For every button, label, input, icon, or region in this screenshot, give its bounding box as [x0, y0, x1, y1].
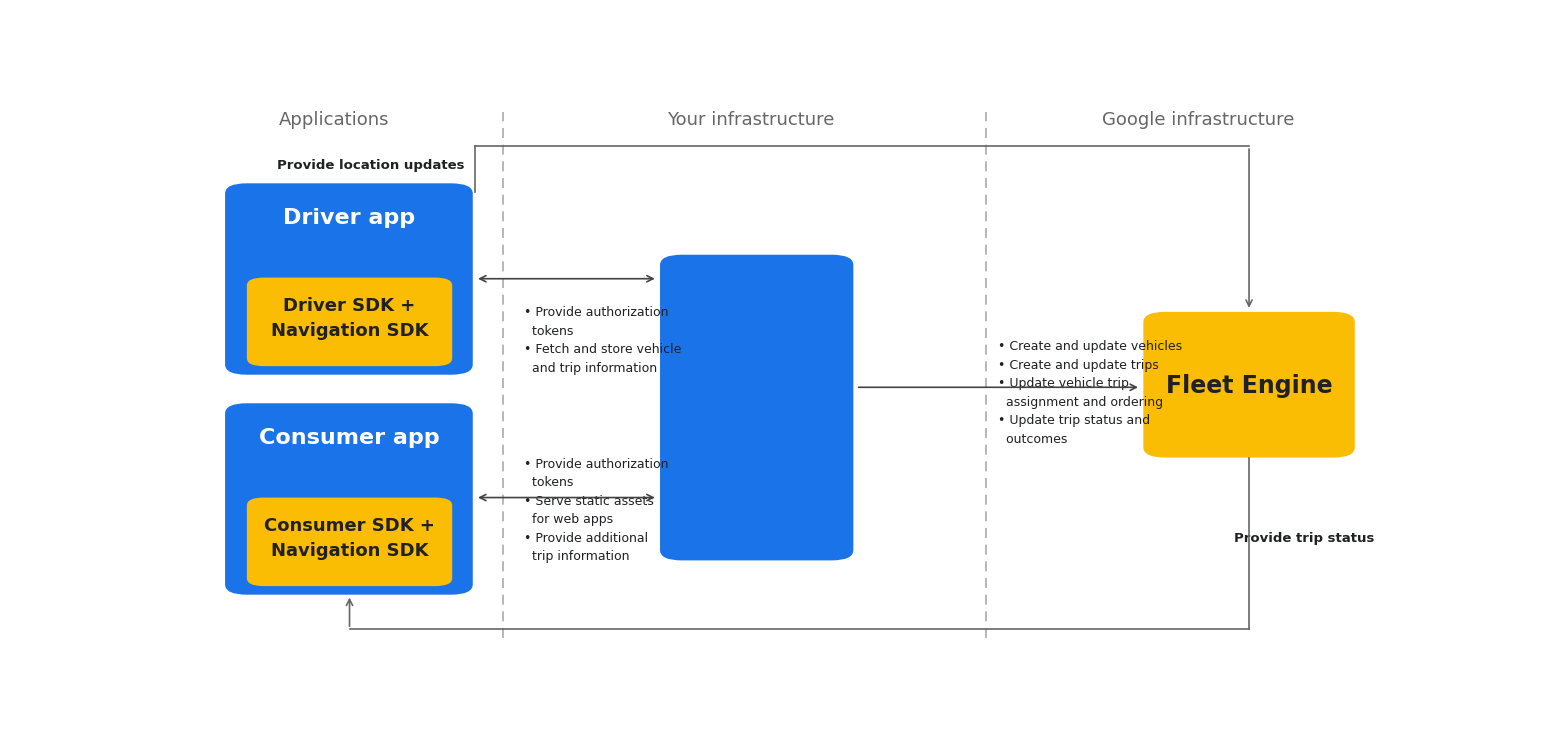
FancyBboxPatch shape — [246, 278, 452, 366]
Text: Google infrastructure: Google infrastructure — [1102, 111, 1294, 129]
Text: Provide trip status: Provide trip status — [1235, 532, 1375, 545]
Text: • Provide authorization
  tokens
• Fetch and store vehicle
  and trip informatio: • Provide authorization tokens • Fetch a… — [524, 306, 681, 375]
FancyBboxPatch shape — [1143, 312, 1355, 458]
Text: • Provide authorization
  tokens
• Serve static assets
  for web apps
• Provide : • Provide authorization tokens • Serve s… — [524, 458, 667, 563]
FancyBboxPatch shape — [246, 498, 452, 586]
Text: Driver app: Driver app — [284, 208, 416, 228]
Text: Applications: Applications — [279, 111, 390, 129]
FancyBboxPatch shape — [224, 183, 472, 375]
Text: Provide location updates: Provide location updates — [278, 159, 465, 171]
Text: • Create and update vehicles
• Create and update trips
• Update vehicle trip
  a: • Create and update vehicles • Create an… — [998, 341, 1182, 446]
FancyBboxPatch shape — [659, 255, 853, 560]
Text: Your server: Your server — [680, 197, 833, 222]
Text: Your infrastructure: Your infrastructure — [667, 111, 834, 129]
Text: Fleet Engine: Fleet Engine — [1166, 374, 1333, 398]
Text: Consumer SDK +
Navigation SDK: Consumer SDK + Navigation SDK — [263, 516, 435, 559]
Text: Driver SDK +
Navigation SDK: Driver SDK + Navigation SDK — [271, 298, 429, 341]
FancyBboxPatch shape — [224, 404, 472, 594]
Text: Consumer app: Consumer app — [259, 427, 440, 447]
